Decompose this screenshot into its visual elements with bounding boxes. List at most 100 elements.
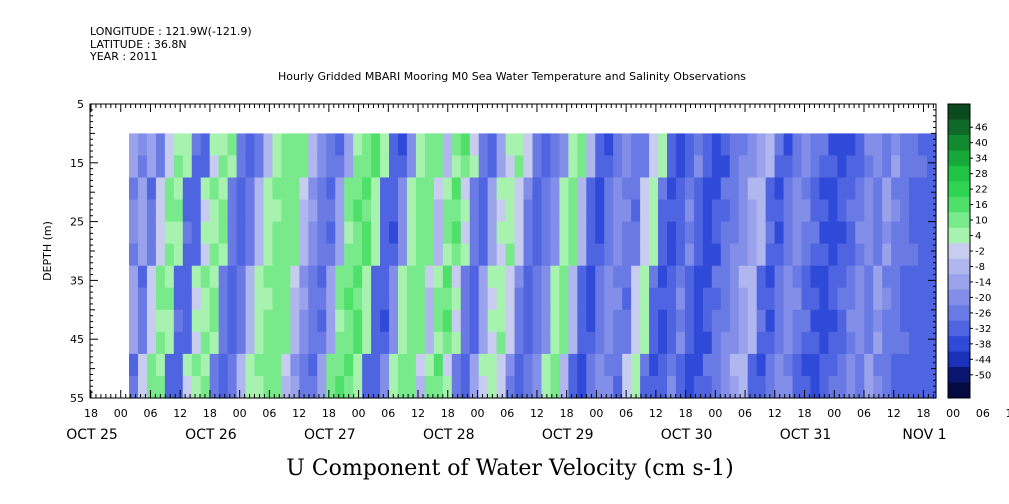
- x-hour-label: 00: [827, 407, 841, 420]
- heatmap-cell: [604, 287, 614, 311]
- heatmap-cell: [819, 353, 829, 377]
- heatmap-cell: [317, 177, 327, 201]
- heatmap-cell: [263, 375, 274, 399]
- heatmap-cell: [622, 287, 632, 311]
- heatmap-cell: [541, 353, 552, 377]
- heatmap-cell: [505, 155, 516, 179]
- heatmap-cell: [864, 309, 874, 333]
- heatmap-cell: [747, 287, 758, 311]
- heatmap-cell: [658, 199, 668, 223]
- heatmap-cell: [442, 133, 453, 157]
- heatmap-cell: [765, 309, 776, 333]
- heatmap-cell: [442, 309, 453, 333]
- heatmap-cell: [406, 243, 417, 267]
- heatmap-cell: [263, 243, 274, 267]
- heatmap-cell: [137, 287, 148, 311]
- heatmap-cell: [335, 199, 345, 223]
- heatmap-cell: [667, 331, 677, 355]
- heatmap-cell: [200, 133, 211, 157]
- heatmap-cell: [218, 177, 229, 201]
- heatmap-cell: [433, 177, 444, 201]
- heatmap-cell: [586, 309, 596, 333]
- latitude-label: LATITUDE : 36.8N: [90, 38, 187, 51]
- heatmap-cell: [720, 199, 731, 223]
- heatmap-cell: [380, 133, 390, 157]
- year-label: YEAR : 2011: [89, 50, 158, 63]
- heatmap-cell: [155, 375, 166, 399]
- heatmap-cell: [586, 287, 596, 311]
- heatmap-cell: [442, 199, 453, 223]
- heatmap-cell: [272, 331, 283, 355]
- heatmap-cell: [550, 331, 560, 355]
- heatmap-cell: [371, 221, 381, 245]
- heatmap-cell: [236, 155, 247, 179]
- heatmap-cell: [146, 375, 157, 399]
- heatmap-cell: [200, 309, 211, 333]
- heatmap-cell: [335, 331, 345, 355]
- y-tick-label: 5: [77, 98, 84, 111]
- heatmap-cell: [882, 221, 892, 245]
- x-axis: 18 00 06 12 18 00 06 12 18 00 06 12 18 00 06 12 18 00 06 12…: [66, 104, 1009, 443]
- heatmap-cell: [541, 309, 552, 333]
- heatmap-cell: [317, 265, 327, 289]
- heatmap-cell: [738, 177, 749, 201]
- heatmap-cell: [774, 243, 785, 267]
- heatmap-cell: [792, 353, 803, 377]
- heatmap-cell: [398, 155, 408, 179]
- heatmap-cell: [272, 287, 283, 311]
- heatmap-cell: [684, 375, 695, 399]
- heatmap-cell: [299, 221, 309, 245]
- heatmap-cell: [604, 265, 614, 289]
- heatmap-cell: [335, 243, 345, 267]
- heatmap-cell: [254, 353, 265, 377]
- heatmap-cell: [514, 287, 525, 311]
- heatmap-cell: [568, 375, 578, 399]
- heatmap-cell: [810, 353, 821, 377]
- heatmap-cell: [738, 243, 749, 267]
- heatmap-cell: [828, 287, 838, 311]
- heatmap-cell: [164, 353, 175, 377]
- heatmap-cell: [568, 287, 578, 311]
- heatmap-cell: [586, 353, 596, 377]
- heatmap-cell: [424, 221, 435, 245]
- heatmap-cell: [173, 221, 184, 245]
- heatmap-cell: [155, 265, 166, 289]
- heatmap-cell: [846, 155, 856, 179]
- heatmap-cell: [496, 177, 507, 201]
- heatmap-cell: [640, 199, 650, 223]
- heatmap-cell: [308, 287, 318, 311]
- heatmap-cell: [478, 287, 489, 311]
- heatmap-cell: [353, 177, 363, 201]
- heatmap-cell: [693, 331, 704, 355]
- heatmap-cell: [684, 331, 695, 355]
- heatmap-cell: [200, 243, 211, 267]
- heatmap-cell: [245, 309, 256, 333]
- heatmap-cell: [684, 199, 695, 223]
- heatmap-cell: [317, 353, 327, 377]
- heatmap-cell: [882, 199, 892, 223]
- heatmap-cell: [335, 177, 345, 201]
- heatmap-cell: [523, 353, 534, 377]
- heatmap-cell: [433, 265, 444, 289]
- heatmap-cell: [173, 375, 184, 399]
- heatmap-cell: [882, 331, 892, 355]
- heatmap-cell: [406, 375, 417, 399]
- heatmap-cell: [613, 375, 623, 399]
- heatmap-cell: [819, 375, 829, 399]
- heatmap-cell: [236, 199, 247, 223]
- heatmap-cell: [586, 221, 596, 245]
- heatmap-cell: [460, 331, 471, 355]
- heatmap-cell: [541, 221, 552, 245]
- heatmap-cell: [505, 243, 516, 267]
- heatmap-cell: [828, 375, 838, 399]
- heatmap-cell: [909, 287, 919, 311]
- heatmap-cell: [227, 199, 238, 223]
- heatmap-cell: [909, 331, 919, 355]
- x-date-label: OCT 26: [185, 427, 237, 443]
- heatmap-cell: [398, 265, 408, 289]
- heatmap-cell: [290, 353, 300, 377]
- heatmap-cell: [837, 309, 847, 333]
- heatmap-cell: [478, 243, 489, 267]
- heatmap-cell: [308, 265, 318, 289]
- heatmap-cell: [398, 199, 408, 223]
